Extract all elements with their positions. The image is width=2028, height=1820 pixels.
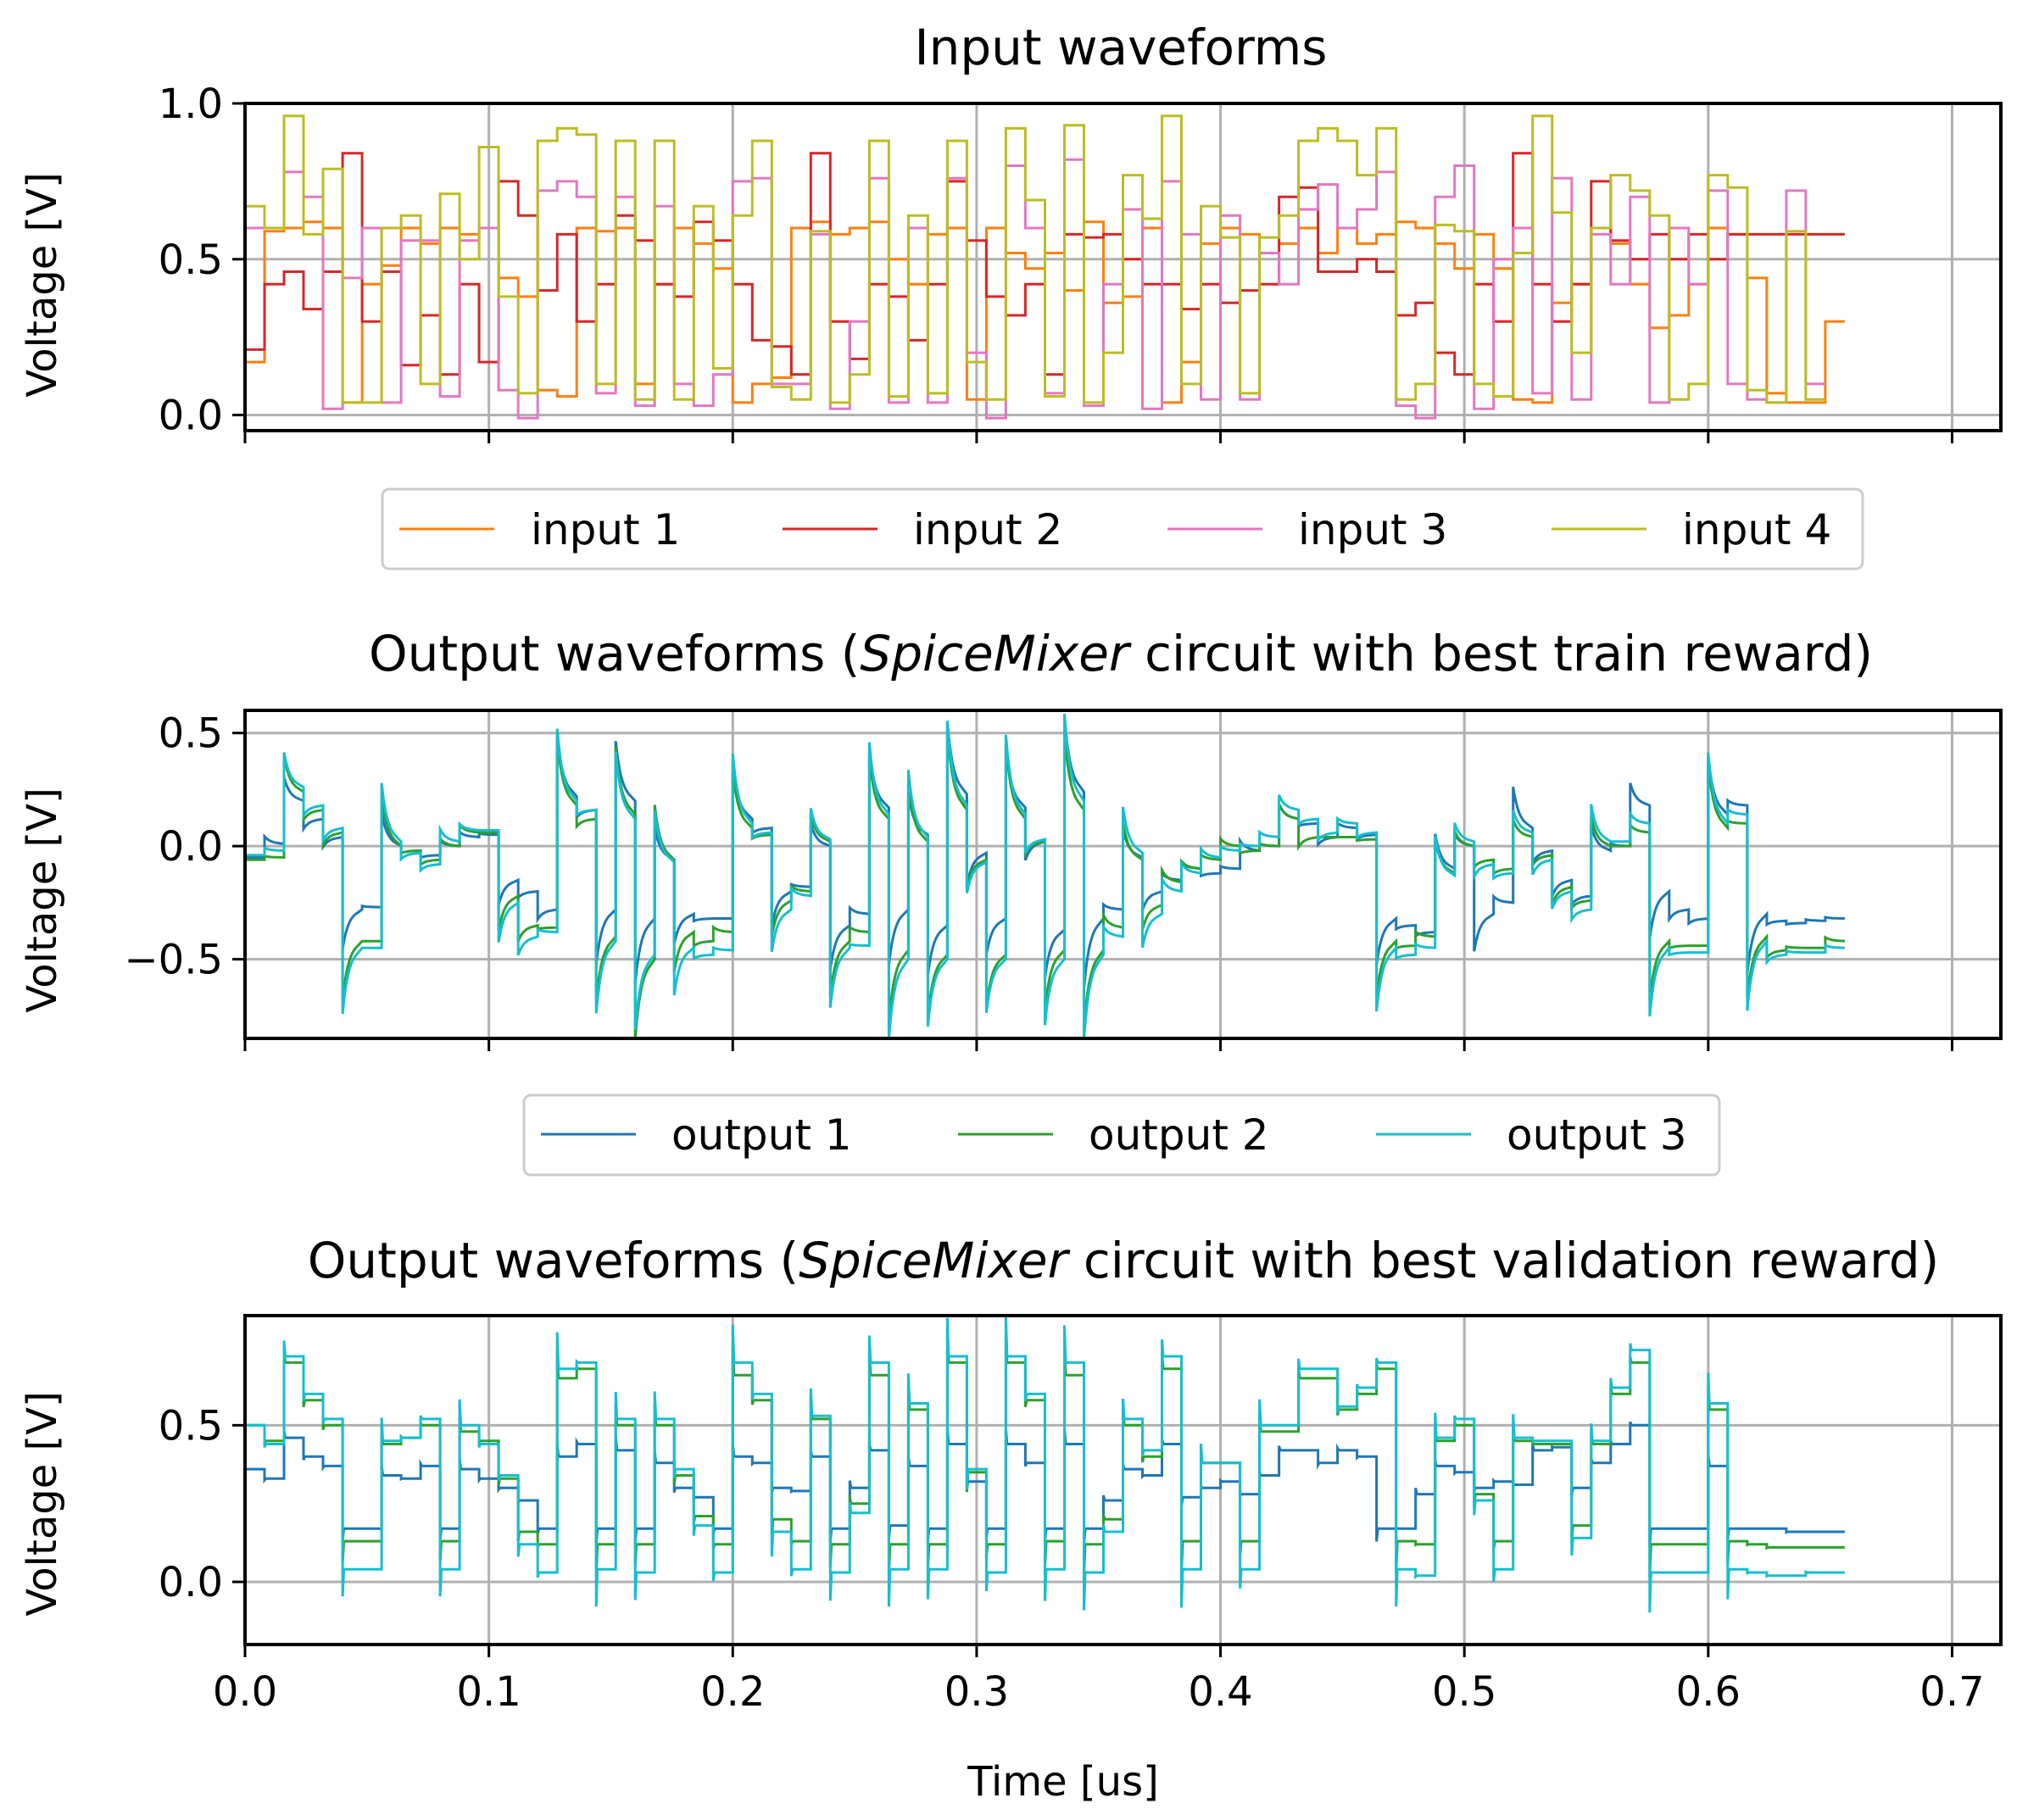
- output-legend-frame: [522, 1094, 1721, 1177]
- legend-label-output-3: output 3: [1507, 1110, 1687, 1160]
- legend-label-input-2: input 2: [913, 505, 1062, 554]
- train-series-lines: [245, 713, 1846, 1038]
- train-title-suffix: circuit with best train reward): [1129, 625, 1873, 682]
- validation-xtick-label-4: 0.4: [1188, 1668, 1252, 1716]
- validation-ytick-label-0: 0.0: [159, 1559, 223, 1606]
- train-series-output-1: [245, 715, 1845, 988]
- train-ytick-label-1: 0.0: [159, 823, 223, 871]
- validation-series-output-3: [245, 1317, 1845, 1613]
- inputs-series-input-4: [245, 114, 1825, 404]
- legend-label-input-1: input 1: [531, 505, 680, 554]
- validation-xtick-label-2: 0.2: [700, 1668, 765, 1716]
- legend-label-output-2: output 2: [1089, 1110, 1269, 1160]
- legend-label-input-3: input 3: [1298, 505, 1447, 554]
- train-series-output-2: [245, 730, 1846, 1038]
- input-legend-frame: [381, 487, 1864, 570]
- input-waveforms-title: Input waveforms: [914, 19, 1327, 76]
- train-title-prefix: Output waveforms (: [369, 625, 860, 682]
- inputs-ytick-label-2: 1.0: [159, 81, 223, 128]
- validation-plot-frame: [243, 1314, 2003, 1646]
- validation-series-lines: [245, 1317, 1845, 1613]
- input-y-axis-label: Voltage [V]: [19, 172, 66, 398]
- validation-xtick-label-0: 0.0: [213, 1668, 277, 1716]
- train-y-axis-label: Voltage [V]: [19, 788, 66, 1013]
- input-axes: 0.0 0.5 1.0: [159, 81, 2003, 443]
- legend-label-input-4: input 4: [1682, 505, 1831, 554]
- train-ytick-label-0: −0.5: [124, 937, 223, 984]
- validation-xtick-label-3: 0.3: [944, 1668, 1009, 1716]
- x-axis-label: Time [us]: [967, 1758, 1159, 1806]
- train-title-italic: SpiceMixer: [860, 625, 1131, 682]
- validation-title-suffix: circuit with best validation reward): [1067, 1232, 1939, 1289]
- legend-label-output-1: output 1: [671, 1110, 852, 1160]
- inputs-series-input-3: [245, 158, 1825, 420]
- inputs-ytick-label-1: 0.5: [159, 237, 223, 284]
- validation-title-prefix: Output waveforms (: [308, 1232, 799, 1289]
- output-legend: output 1 output 2 output 3: [522, 1094, 1721, 1177]
- validation-xtick-label-6: 0.6: [1676, 1668, 1741, 1716]
- inputs-ytick-label-0: 0.0: [159, 392, 223, 440]
- validation-xtick-label-1: 0.1: [456, 1668, 521, 1716]
- validation-ytick-label-1: 0.5: [159, 1402, 223, 1450]
- validation-xtick-label-5: 0.5: [1432, 1668, 1496, 1716]
- validation-y-axis-label: Voltage [V]: [19, 1391, 66, 1617]
- train-series-output-3: [245, 713, 1845, 1038]
- train-axes: −0.5 0.0 0.5: [124, 709, 2003, 1051]
- validation-xtick-label-7: 0.7: [1919, 1668, 1984, 1716]
- train-ytick-label-2: 0.5: [159, 710, 223, 758]
- validation-title-italic: SpiceMixer: [799, 1232, 1070, 1289]
- validation-output-panel: Output waveforms (SpiceMixer circuit wit…: [19, 1232, 2003, 1806]
- train-output-title: Output waveforms (SpiceMixer circuit wit…: [369, 625, 1873, 682]
- input-series-lines: [245, 114, 1845, 420]
- input-waveforms-panel: Input waveforms Voltage [V] 0.0 0.5 1.0: [19, 19, 2003, 443]
- train-output-panel: Output waveforms (SpiceMixer circuit wit…: [19, 625, 2003, 1051]
- validation-output-title: Output waveforms (SpiceMixer circuit wit…: [308, 1232, 1940, 1289]
- validation-axes: 0.0 0.5 0.0 0.1 0.2 0.3 0.4 0.5 0.6 0.7: [159, 1314, 2003, 1716]
- train-plot-frame: [243, 709, 2003, 1040]
- inputs-plot-frame: [243, 102, 2003, 432]
- input-legend: input 1 input 2 input 3 input 4: [381, 487, 1864, 570]
